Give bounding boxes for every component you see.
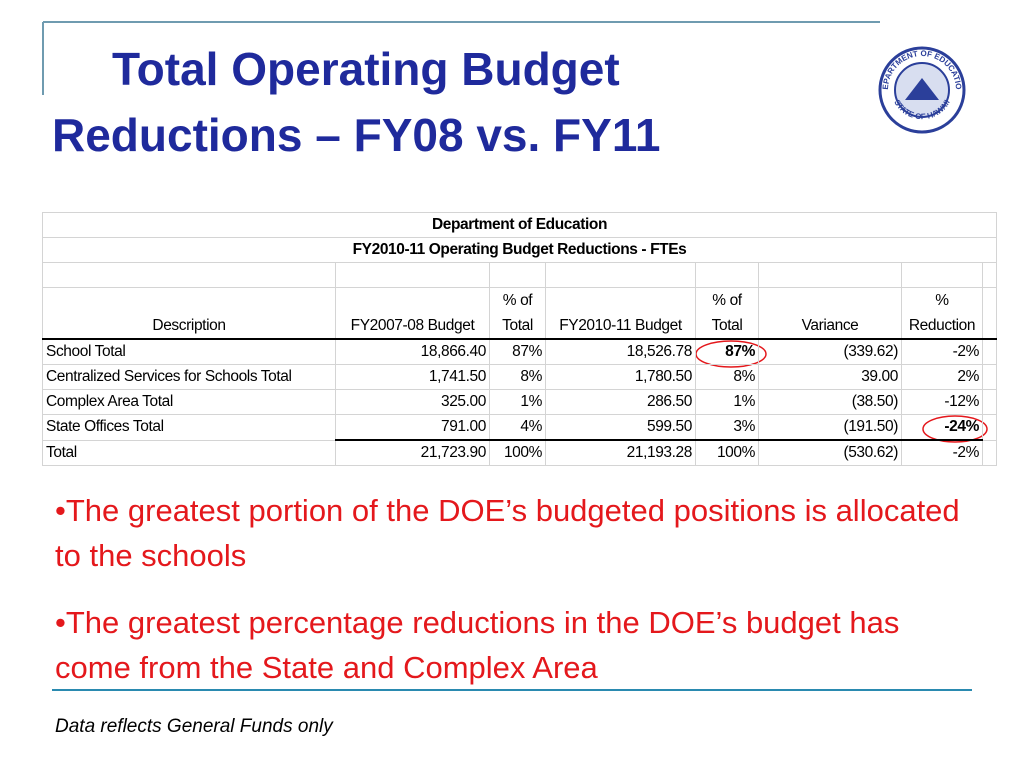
table-row: State Offices Total 791.00 4% 599.50 3% (191.… [42, 414, 997, 441]
cell: -2% [901, 439, 983, 466]
header-cell: % of Total [695, 287, 759, 340]
header-cell: % of Total [489, 287, 546, 340]
cell: (339.62) [758, 338, 902, 365]
cell: 100% [489, 439, 546, 466]
budget-table: Department of Education FY2010-11 Operat… [42, 212, 997, 466]
cell: 100% [695, 439, 759, 466]
cell: 1,780.50 [545, 364, 696, 390]
cell: 599.50 [545, 414, 696, 441]
cell: 2% [901, 364, 983, 390]
cell: 3% [695, 414, 759, 441]
cell [982, 364, 997, 390]
header-cell: FY2007-08 Budget [335, 287, 490, 340]
cell: 325.00 [335, 389, 490, 415]
cell [982, 338, 997, 365]
cell: 791.00 [335, 414, 490, 441]
cell: (38.50) [758, 389, 902, 415]
row-label: Complex Area Total [42, 389, 336, 415]
cell: 39.00 [758, 364, 902, 390]
cell: 1,741.50 [335, 364, 490, 390]
cell: -2% [901, 338, 983, 365]
cell: 1% [695, 389, 759, 415]
cell [982, 389, 997, 415]
title-line: Total Operating Budget [112, 43, 620, 95]
cell: 8% [695, 364, 759, 390]
cell: -12% [901, 389, 983, 415]
table-row: Complex Area Total 325.00 1% 286.50 1% (38.50… [42, 389, 997, 415]
table-row: Centralized Services for Schools Total 1,… [42, 364, 997, 390]
cell: 87% [695, 338, 759, 365]
cell: (191.50) [758, 414, 902, 441]
row-label: Centralized Services for Schools Total [42, 364, 336, 390]
cell: -24% [901, 414, 983, 441]
cell: 21,723.90 [335, 439, 490, 466]
cell: 1% [489, 389, 546, 415]
table-subtitle: FY2010-11 Operating Budget Reductions - … [42, 237, 997, 263]
bullet: •The greatest portion of the DOE’s budge… [55, 493, 960, 573]
header-cell: Variance [758, 287, 902, 340]
bullets: •The greatest portion of the DOE’s budge… [55, 488, 975, 712]
cell: 286.50 [545, 389, 696, 415]
cell: 18,866.40 [335, 338, 490, 365]
cell [982, 414, 997, 441]
cell [982, 287, 997, 340]
header-cell: % Reduction [901, 287, 983, 340]
header-cell: Description [42, 287, 336, 340]
cell: 21,193.28 [545, 439, 696, 466]
title-line: Reductions – FY08 vs. FY11 [52, 109, 661, 161]
footnote: Data reflects General Funds only [55, 716, 333, 737]
row-label: Total [42, 439, 336, 466]
table-title: Department of Education [42, 212, 997, 238]
bullet: •The greatest percentage reductions in t… [55, 605, 900, 685]
cell: (530.62) [758, 439, 902, 466]
row-label: State Offices Total [42, 414, 336, 441]
table-row: Total 21,723.90 100% 21,193.28 100% (530.62) -… [42, 439, 997, 466]
header-row: Description FY2007-08 Budget% of Total FY2… [42, 287, 997, 340]
cell: 8% [489, 364, 546, 390]
table-row: School Total 18,866.40 87% 18,526.78 87% (339… [42, 338, 997, 365]
row-label: School Total [42, 338, 336, 365]
cell: 87% [489, 338, 546, 365]
cell: 18,526.78 [545, 338, 696, 365]
header-cell: FY2010-11 Budget [545, 287, 696, 340]
cell: 4% [489, 414, 546, 441]
cell [982, 439, 997, 466]
